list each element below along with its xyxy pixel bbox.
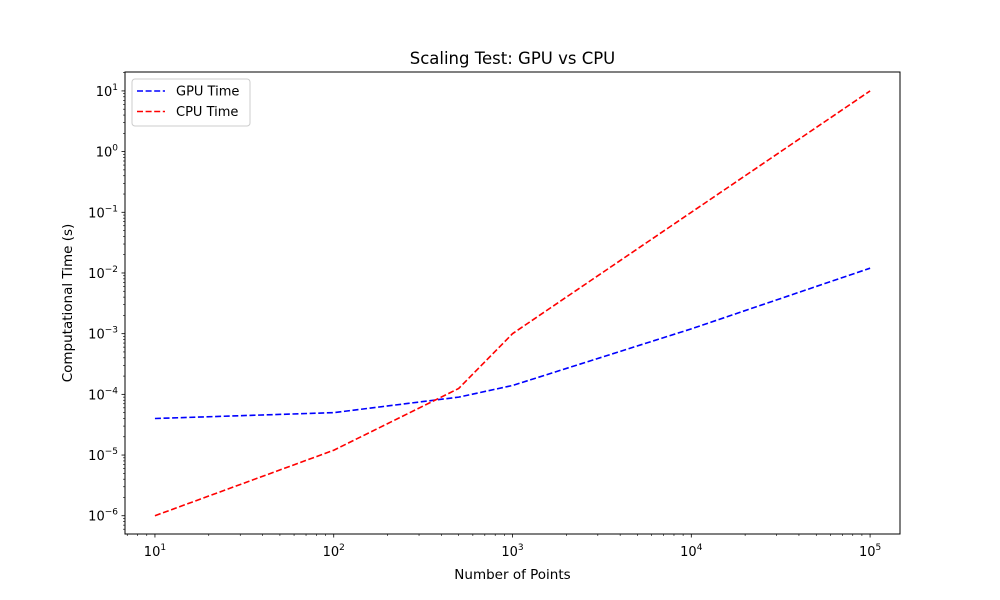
x-tick-label-4: 105 bbox=[859, 543, 881, 560]
y-tick-label-5: 10−1 bbox=[88, 204, 118, 221]
legend-box bbox=[131, 78, 251, 127]
y-tick-label-0: 10−6 bbox=[88, 508, 118, 525]
legend-label-1: CPU Time bbox=[176, 105, 238, 120]
chart-title: Scaling Test: GPU vs CPU bbox=[410, 49, 616, 68]
legend-label-0: GPU Time bbox=[176, 85, 239, 100]
y-tick-label-3: 10−3 bbox=[88, 326, 118, 343]
x-tick-label-3: 104 bbox=[680, 543, 703, 560]
x-tick-label-2: 103 bbox=[501, 543, 523, 560]
legend-entries: GPU Time CPU Time bbox=[137, 85, 239, 120]
series-line-0 bbox=[154, 267, 871, 420]
x-axis-ticks: 101 102 103 104 105 bbox=[126, 534, 881, 560]
y-tick-label-2: 10−4 bbox=[88, 386, 118, 403]
y-tick-label-4: 10−2 bbox=[88, 265, 118, 282]
x-axis-label: Number of Points bbox=[454, 567, 570, 583]
series-layer bbox=[154, 90, 871, 517]
legend: GPU Time CPU Time bbox=[131, 78, 251, 127]
y-tick-label-6: 100 bbox=[96, 144, 119, 161]
y-tick-label-1: 10−5 bbox=[88, 447, 118, 464]
series-line-1 bbox=[154, 90, 871, 517]
x-tick-label-1: 102 bbox=[323, 543, 345, 560]
y-axis-ticks: 10−6 10−5 10−4 10−3 10−2 10−1 100 101 bbox=[88, 72, 125, 530]
y-tick-label-7: 101 bbox=[96, 83, 118, 100]
y-axis-label: Computational Time (s) bbox=[60, 224, 76, 383]
x-tick-label-0: 101 bbox=[144, 543, 166, 560]
